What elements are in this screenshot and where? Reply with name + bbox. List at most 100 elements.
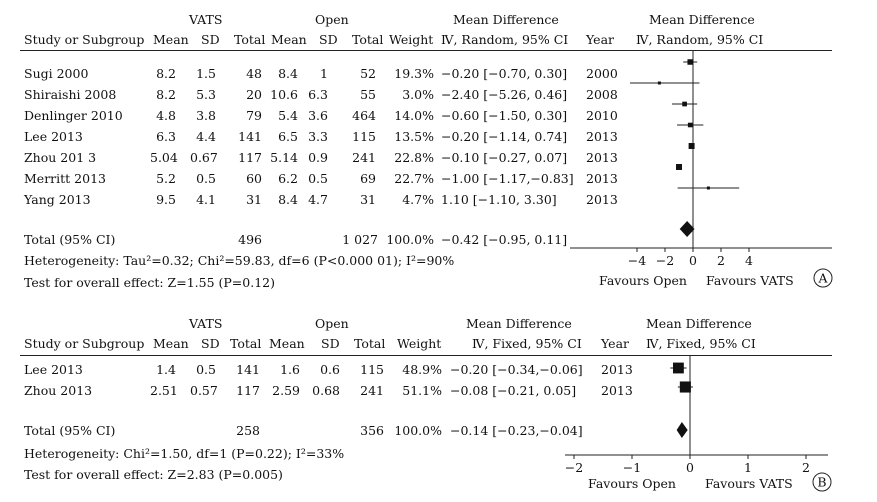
x-tick-label-a-0: −4	[628, 253, 646, 268]
cell-ci: −1.00 [−1.17,−0.83]	[441, 171, 574, 186]
cell-sd2: 0.9	[308, 150, 328, 165]
cell-weight: 3.0%	[402, 87, 434, 102]
header-mean-vats: Mean	[153, 32, 189, 47]
effect-box-a-0	[687, 59, 693, 65]
cell-mean1: 2.51	[150, 383, 178, 398]
md-group-label-right: Mean Difference	[649, 12, 755, 27]
effect-box-a-1	[657, 81, 661, 85]
cell-sd1: 0.5	[196, 362, 216, 377]
cell-study: Lee 2013	[24, 129, 83, 144]
cell-sd2: 1	[320, 66, 328, 81]
cell-total2: 241	[360, 383, 384, 398]
header-ci-b: Ⅳ, Fixed, 95% CI	[472, 336, 582, 351]
cell-weight: 48.9%	[402, 362, 442, 377]
cell-mean2: 8.4	[278, 66, 298, 81]
cell-total2: 31	[360, 192, 376, 207]
header-plot: Ⅳ, Random, 95% CI	[636, 32, 764, 47]
cell-ci: −2.40 [−5.26, 0.46]	[441, 87, 568, 102]
cell-total1: 31	[246, 192, 262, 207]
header-sd-vats: SD	[201, 32, 220, 47]
open-group-label: Open	[315, 12, 349, 27]
cell-total2: 241	[352, 150, 376, 165]
cell-total2: 55	[360, 87, 376, 102]
overall-effect-b: Test for overall effect: Z=2.83 (P=0.005…	[24, 467, 283, 482]
effect-box-a-4	[688, 143, 695, 149]
vats-group-label: VATS	[189, 12, 223, 27]
header-mean-vats-b: Mean	[153, 336, 189, 351]
cell-sd2: 0.68	[312, 383, 340, 398]
cell-total2: 52	[360, 66, 376, 81]
cell-total1: 141	[236, 362, 260, 377]
cell-year: 2000	[586, 66, 618, 81]
panel-badge-letter-b: B	[817, 475, 826, 490]
cell-mean1: 8.2	[156, 87, 176, 102]
cell-total2: 69	[360, 171, 376, 186]
header-mean-open: Mean	[271, 32, 307, 47]
cell-study: Merritt 2013	[24, 171, 106, 186]
header-sd-vats-b: SD	[201, 336, 220, 351]
cell-total1: 117	[236, 383, 260, 398]
favours-open-a: Favours Open	[599, 273, 687, 288]
cell-weight: 22.8%	[394, 150, 434, 165]
cell-mean2: 5.4	[278, 108, 298, 123]
header-plot-b: Ⅳ, Fixed, 95% CI	[646, 336, 756, 351]
cell-sd1: 5.3	[196, 87, 216, 102]
cell-mean2: 2.59	[272, 383, 300, 398]
cell-sd2: 3.3	[308, 129, 328, 144]
cell-ci: −0.20 [−1.14, 0.74]	[441, 129, 568, 144]
total-weight-a: 100.0%	[386, 232, 434, 247]
cell-ci: −0.08 [−0.21, 0.05]	[450, 383, 577, 398]
effect-box-a-3	[687, 122, 693, 128]
favours-open-b: Favours Open	[588, 476, 676, 491]
overall-diamond-a	[679, 221, 695, 237]
header-sd-open: SD	[319, 32, 338, 47]
cell-study: Shiraishi 2008	[24, 87, 117, 102]
cell-total1: 141	[238, 129, 262, 144]
cell-ci: −0.60 [−1.50, 0.30]	[441, 108, 568, 123]
total-weight-b: 100.0%	[394, 423, 442, 438]
total-vats-a: 496	[238, 232, 262, 247]
cell-year: 2013	[586, 171, 618, 186]
cell-ci: −0.10 [−0.27, 0.07]	[441, 150, 568, 165]
header-weight: Weight	[389, 32, 434, 47]
x-tick-label-b-0: −2	[565, 460, 583, 475]
cell-year: 2013	[601, 362, 633, 377]
x-tick-label-a-4: 4	[745, 253, 753, 268]
x-tick-label-b-3: 1	[744, 460, 752, 475]
cell-total1: 48	[246, 66, 262, 81]
cell-mean1: 8.2	[156, 66, 176, 81]
md-group-label-left: Mean Difference	[453, 12, 559, 27]
panel-badge-circle-b	[812, 472, 832, 492]
cell-sd1: 0.67	[190, 150, 218, 165]
panel-badge-letter-a: A	[817, 271, 828, 286]
cell-mean1: 1.4	[156, 362, 176, 377]
x-tick-label-b-4: 2	[802, 460, 810, 475]
cell-sd2: 0.5	[308, 171, 328, 186]
cell-sd2: 3.6	[308, 108, 328, 123]
x-tick-label-a-2: 0	[689, 253, 697, 268]
overall-diamond-b	[676, 422, 688, 438]
total-label-a: Total (95% CI)	[24, 232, 116, 247]
cell-weight: 4.7%	[402, 192, 434, 207]
cell-mean2: 5.14	[270, 150, 298, 165]
cell-weight: 22.7%	[394, 171, 434, 186]
effect-box-a-2	[682, 101, 687, 107]
cell-sd1: 3.8	[196, 108, 216, 123]
cell-mean1: 5.04	[150, 150, 178, 165]
cell-weight: 13.5%	[394, 129, 434, 144]
favours-vats-a: Favours VATS	[706, 273, 794, 288]
effect-box-b-1	[679, 381, 691, 393]
cell-mean2: 6.5	[278, 129, 298, 144]
cell-total1: 20	[246, 87, 262, 102]
cell-ci: −0.20 [−0.70, 0.30]	[441, 66, 568, 81]
header-weight-b: Weight	[397, 336, 442, 351]
cell-year: 2013	[601, 383, 633, 398]
md-group-label-right-b: Mean Difference	[646, 316, 752, 331]
header-mean-open-b: Mean	[269, 336, 305, 351]
total-ci-b: −0.14 [−0.23,−0.04]	[450, 423, 583, 438]
cell-total1: 117	[238, 150, 262, 165]
cell-weight: 51.1%	[402, 383, 442, 398]
open-group-label-b: Open	[315, 316, 349, 331]
vats-group-label-b: VATS	[189, 316, 223, 331]
cell-mean2: 8.4	[278, 192, 298, 207]
